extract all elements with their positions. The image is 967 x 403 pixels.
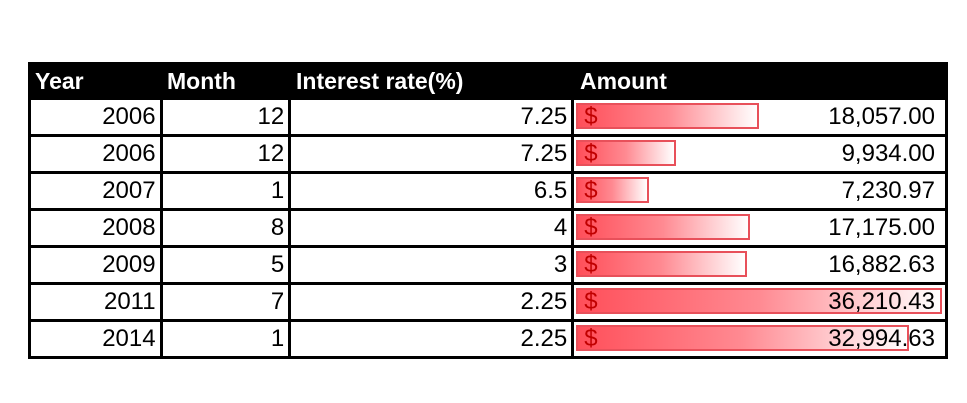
amount-value: 36,210.43 xyxy=(828,288,935,315)
cell-amount[interactable]: $32,994.63 xyxy=(574,322,945,356)
cell-month[interactable]: 12 xyxy=(162,137,289,171)
cell-interest-rate[interactable]: 4 xyxy=(291,211,572,245)
currency-symbol: $ xyxy=(584,214,598,241)
cell-year[interactable]: 2006 xyxy=(31,137,160,171)
cell-year[interactable]: 2011 xyxy=(31,285,160,319)
amount-value: 32,994.63 xyxy=(828,325,935,352)
data-bar xyxy=(576,288,943,314)
table-row: 2014 1 2.25 $32,994.63 xyxy=(31,322,945,356)
cell-interest-rate[interactable]: 6.5 xyxy=(291,174,572,208)
header-amount[interactable]: Amount xyxy=(580,68,667,94)
cell-interest-rate[interactable]: 3 xyxy=(291,248,572,282)
amount-value: 16,882.63 xyxy=(828,251,935,278)
table-row: 2006 12 7.25 $18,057.00 xyxy=(31,100,945,134)
cell-amount[interactable]: $36,210.43 xyxy=(574,285,945,319)
currency-symbol: $ xyxy=(584,140,598,167)
cell-interest-rate[interactable]: 2.25 xyxy=(291,285,572,319)
currency-symbol: $ xyxy=(584,288,598,315)
data-bar xyxy=(576,177,650,203)
data-bar xyxy=(576,103,760,129)
currency-symbol: $ xyxy=(584,177,598,204)
table-row: 2006 12 7.25 $9,934.00 xyxy=(31,137,945,171)
currency-symbol: $ xyxy=(584,251,598,278)
data-bar xyxy=(576,214,751,240)
data-bar xyxy=(576,251,748,277)
cell-month[interactable]: 1 xyxy=(162,322,289,356)
table-body: 2006 12 7.25 $18,057.00 2006 12 7.25 $9,934.00 2… xyxy=(31,100,945,356)
amount-value: 7,230.97 xyxy=(841,177,935,204)
cell-amount[interactable]: $7,230.97 xyxy=(574,174,945,208)
table-row: 2011 7 2.25 $36,210.43 xyxy=(31,285,945,319)
data-table: Year Month Interest rate(%) Amount 2006 1… xyxy=(28,62,948,359)
amount-value: 17,175.00 xyxy=(828,214,935,241)
cell-year[interactable]: 2008 xyxy=(31,211,160,245)
currency-symbol: $ xyxy=(584,103,598,130)
data-bar xyxy=(576,140,677,166)
cell-interest-rate[interactable]: 2.25 xyxy=(291,322,572,356)
cell-month[interactable]: 1 xyxy=(162,174,289,208)
table-row: 2007 1 6.5 $7,230.97 xyxy=(31,174,945,208)
cell-month[interactable]: 12 xyxy=(162,100,289,134)
table-header: Year Month Interest rate(%) Amount xyxy=(31,65,945,97)
cell-interest-rate[interactable]: 7.25 xyxy=(291,100,572,134)
header-year[interactable]: Year xyxy=(35,68,84,94)
cell-month[interactable]: 5 xyxy=(162,248,289,282)
amount-value: 18,057.00 xyxy=(828,103,935,130)
cell-year[interactable]: 2007 xyxy=(31,174,160,208)
data-bar xyxy=(576,325,910,351)
cell-month[interactable]: 8 xyxy=(162,211,289,245)
cell-amount[interactable]: $17,175.00 xyxy=(574,211,945,245)
cell-month[interactable]: 7 xyxy=(162,285,289,319)
cell-interest-rate[interactable]: 7.25 xyxy=(291,137,572,171)
cell-year[interactable]: 2006 xyxy=(31,100,160,134)
cell-year[interactable]: 2014 xyxy=(31,322,160,356)
amount-value: 9,934.00 xyxy=(841,140,935,167)
cell-amount[interactable]: $16,882.63 xyxy=(574,248,945,282)
cell-amount[interactable]: $9,934.00 xyxy=(574,137,945,171)
cell-amount[interactable]: $18,057.00 xyxy=(574,100,945,134)
header-interest-rate[interactable]: Interest rate(%) xyxy=(296,68,464,94)
cell-year[interactable]: 2009 xyxy=(31,248,160,282)
currency-symbol: $ xyxy=(584,325,598,352)
table-row: 2008 8 4 $17,175.00 xyxy=(31,211,945,245)
table-row: 2009 5 3 $16,882.63 xyxy=(31,248,945,282)
header-month[interactable]: Month xyxy=(167,68,236,94)
